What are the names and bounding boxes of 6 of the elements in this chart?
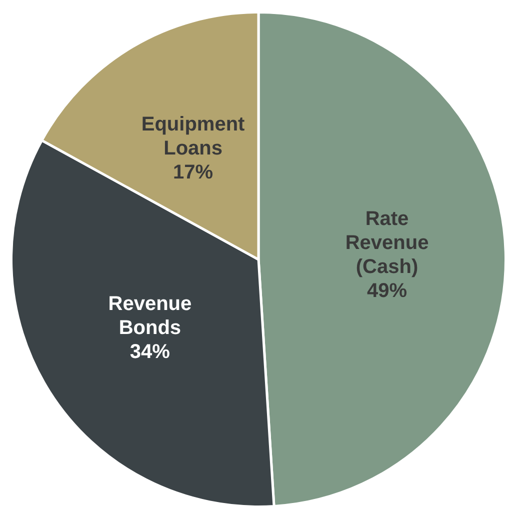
slice-label: Revenue Bonds <box>108 292 192 339</box>
slice-label: Equipment Loans <box>141 113 246 160</box>
data-label: 34% <box>130 340 170 363</box>
data-label: 17% <box>173 161 214 184</box>
slice-label: Rate Revenue (Cash) <box>345 208 429 278</box>
data-label: 49% <box>366 280 408 302</box>
